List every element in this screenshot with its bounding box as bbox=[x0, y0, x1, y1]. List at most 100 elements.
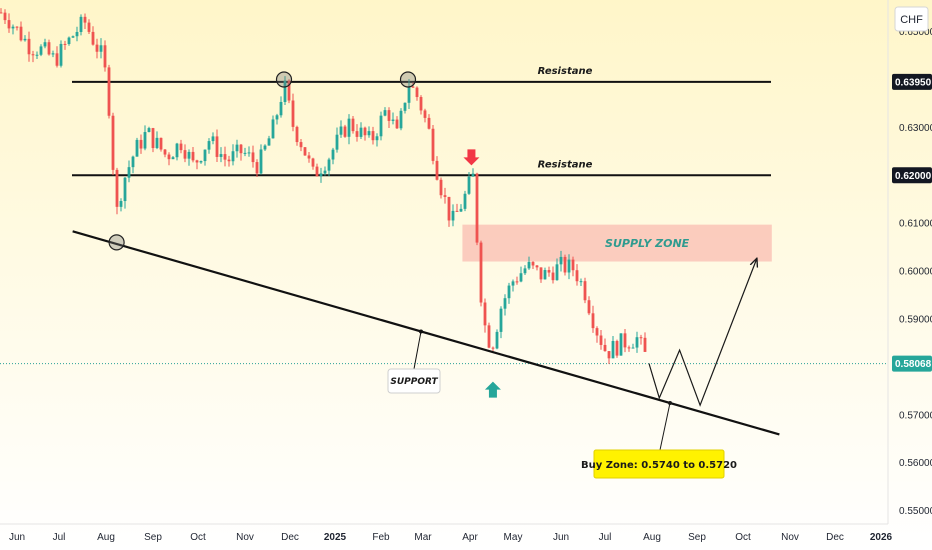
candle-body bbox=[291, 100, 295, 127]
candle-body bbox=[351, 118, 355, 132]
candle-body bbox=[255, 162, 259, 174]
candle-body bbox=[0, 12, 3, 14]
highlight-circle bbox=[275, 71, 293, 88]
candle-body bbox=[627, 347, 631, 349]
candle-body bbox=[563, 256, 567, 273]
candle-body bbox=[139, 139, 143, 149]
buy-zone-anchor-dot bbox=[668, 400, 672, 405]
candle-body bbox=[179, 143, 183, 151]
candle-body bbox=[7, 20, 11, 29]
time-tick-label: Nov bbox=[781, 532, 799, 543]
candle-body bbox=[503, 298, 507, 309]
candle-body bbox=[643, 337, 647, 352]
candle-body bbox=[215, 136, 219, 157]
price-tick-label: 0.57000 bbox=[899, 410, 932, 421]
candle-body bbox=[319, 173, 323, 177]
candle-body bbox=[187, 151, 191, 159]
candle-body bbox=[27, 38, 31, 55]
time-tick-label: Nov bbox=[236, 532, 254, 543]
candle-body bbox=[75, 31, 79, 37]
candle-body bbox=[147, 128, 151, 133]
candle-body bbox=[91, 31, 95, 45]
price-axis[interactable]: 0.65000 0.63000 0.61000 0.60000 0.59000 0.570… bbox=[899, 27, 932, 517]
candle-body bbox=[171, 157, 175, 160]
candle-body bbox=[299, 142, 303, 148]
candle-body bbox=[315, 166, 319, 177]
price-badge-label: 0.62000 bbox=[895, 171, 932, 182]
candle-body bbox=[463, 193, 467, 209]
candle-body bbox=[35, 54, 39, 56]
candle-body bbox=[619, 333, 623, 356]
time-tick-label: Jul bbox=[53, 532, 66, 543]
time-tick-label: Aug bbox=[97, 532, 115, 543]
candle-body bbox=[535, 265, 539, 268]
candle-body bbox=[395, 119, 399, 129]
candle-body bbox=[307, 155, 311, 159]
candle-body bbox=[23, 38, 27, 41]
candle-body bbox=[311, 158, 315, 167]
time-tick-label: Jun bbox=[9, 532, 25, 543]
candle-body bbox=[103, 45, 107, 68]
candle-body bbox=[335, 134, 339, 150]
candle-body bbox=[391, 119, 395, 121]
candle-body bbox=[259, 149, 263, 174]
candle-body bbox=[555, 264, 559, 281]
candle-body bbox=[55, 53, 59, 66]
candle-body bbox=[43, 42, 47, 47]
time-tick-label: Mar bbox=[414, 532, 432, 543]
candle-body bbox=[263, 145, 267, 150]
candle-body bbox=[119, 201, 123, 207]
candle-body bbox=[375, 136, 379, 141]
candle-body bbox=[451, 210, 455, 221]
candle-body bbox=[635, 337, 639, 348]
candle-body bbox=[603, 344, 607, 352]
candle-body bbox=[203, 149, 207, 162]
candle-body bbox=[247, 152, 251, 154]
candle-body bbox=[599, 335, 603, 345]
time-tick-label: Sep bbox=[144, 532, 162, 543]
candle-body bbox=[223, 154, 227, 160]
candle-body bbox=[479, 242, 483, 303]
currency-label[interactable]: CHF bbox=[900, 14, 923, 26]
down-arrow-icon bbox=[463, 149, 480, 166]
candle-body bbox=[471, 173, 475, 177]
candle-body bbox=[579, 281, 583, 283]
candle-body bbox=[243, 152, 247, 154]
price-badge-label: 0.58068 bbox=[895, 359, 932, 370]
price-tick-label: 0.65000 bbox=[899, 27, 932, 38]
price-tick-label: 0.55000 bbox=[899, 506, 932, 517]
candle-body bbox=[551, 272, 555, 281]
support-callout-text: SUPPORT bbox=[390, 377, 438, 387]
candle-body bbox=[199, 161, 203, 163]
currency-button[interactable]: CHF bbox=[894, 6, 929, 32]
candle-body bbox=[415, 87, 419, 98]
time-tick-label: 2026 bbox=[870, 532, 893, 543]
price-badge-label: 0.63950 bbox=[895, 77, 932, 88]
candle-body bbox=[47, 42, 51, 55]
candle-body bbox=[127, 167, 131, 178]
candle-body bbox=[347, 118, 351, 137]
candle-body bbox=[475, 173, 479, 243]
candle-body bbox=[211, 136, 215, 142]
candle-body bbox=[67, 37, 71, 45]
time-tick-label: 2025 bbox=[324, 532, 347, 543]
candle-body bbox=[235, 144, 239, 152]
time-tick-label: Oct bbox=[190, 532, 206, 543]
candle-body bbox=[287, 80, 291, 101]
candle-body bbox=[523, 268, 527, 274]
candle-body bbox=[115, 169, 119, 207]
price-badge bbox=[892, 167, 932, 184]
currency-button-frame[interactable] bbox=[894, 6, 929, 32]
price-tick-label: 0.56000 bbox=[899, 458, 932, 469]
candle-body bbox=[371, 131, 375, 141]
candle-body bbox=[403, 102, 407, 111]
buy-zone-leader bbox=[659, 402, 671, 451]
time-tick-label: May bbox=[504, 532, 523, 543]
time-axis[interactable]: Jun Jul Aug Sep Oct Nov Dec 2025 Feb Mar Apr May Jun… bbox=[9, 532, 893, 543]
candle-body bbox=[639, 337, 643, 339]
candle-body bbox=[519, 273, 523, 282]
price-tick-label: 0.60000 bbox=[899, 267, 932, 278]
candle-body bbox=[275, 115, 279, 120]
candle-body bbox=[423, 110, 427, 118]
